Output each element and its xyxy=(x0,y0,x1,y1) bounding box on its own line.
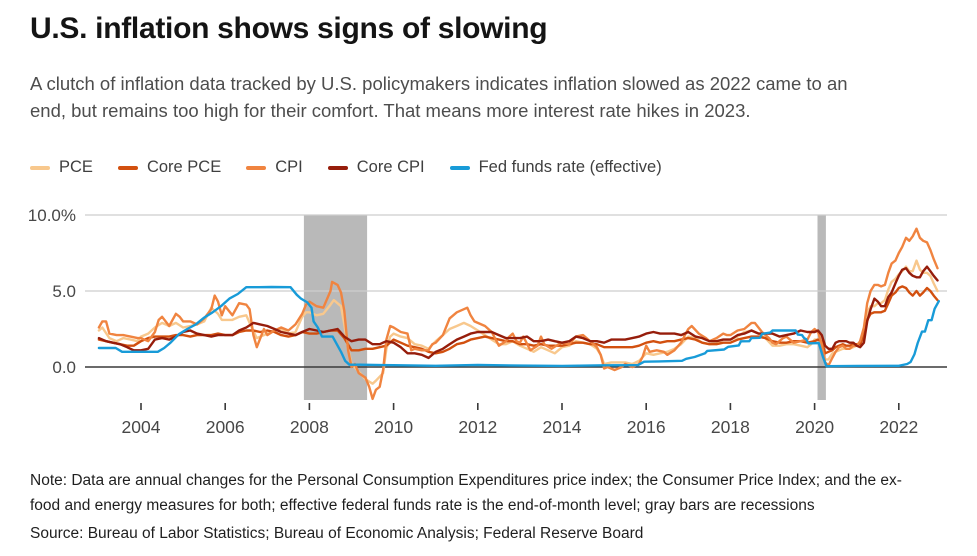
legend-label-core-cpi: Core CPI xyxy=(356,158,425,176)
legend-swatch-fed-funds xyxy=(449,165,470,170)
page-title: U.S. inflation shows signs of slowing xyxy=(30,12,548,45)
legend-label-fed-funds: Fed funds rate (effective) xyxy=(478,158,662,176)
subtitle-line-2: end, but remains too high for their comf… xyxy=(30,100,751,121)
legend-swatch-core-pce xyxy=(117,165,138,170)
legend-item-core-pce: Core PCE xyxy=(117,158,222,177)
x-axis-tick-label: 2004 xyxy=(122,417,161,437)
recession-band xyxy=(817,215,826,400)
legend-swatch-cpi xyxy=(246,165,267,170)
y-axis-tick-label: 5.0 xyxy=(52,282,76,301)
legend-item-cpi: CPI xyxy=(246,158,303,177)
chart-footnote: Note: Data are annual changes for the Pe… xyxy=(30,468,961,546)
y-axis-tick-label: 0.0 xyxy=(52,358,76,377)
x-axis-tick-label: 2022 xyxy=(879,417,918,437)
legend-item-fed-funds: Fed funds rate (effective) xyxy=(449,158,662,177)
series-line-fed-funds xyxy=(97,285,940,368)
legend-label-cpi: CPI xyxy=(275,158,303,176)
series-line-cpi xyxy=(97,227,939,401)
legend-item-pce: PCE xyxy=(30,158,93,177)
legend-item-core-cpi: Core CPI xyxy=(327,158,425,177)
chart-legend: PCE Core PCE CPI Core CPI Fed funds rate (ef… xyxy=(30,158,662,177)
subtitle: A clutch of inflation data tracked by U.… xyxy=(30,70,848,124)
subtitle-line-1: A clutch of inflation data tracked by U.… xyxy=(30,73,848,94)
x-axis-tick-label: 2020 xyxy=(795,417,834,437)
x-axis-tick-label: 2008 xyxy=(290,417,329,437)
x-axis-tick-label: 2012 xyxy=(458,417,497,437)
x-axis-tick-label: 2014 xyxy=(543,417,582,437)
y-axis-tick-label: 10.0% xyxy=(28,206,76,225)
note-line-1: Note: Data are annual changes for the Pe… xyxy=(30,472,902,489)
legend-label-core-pce: Core PCE xyxy=(146,158,222,176)
x-axis-tick-label: 2018 xyxy=(711,417,750,437)
inflation-chart: 10.0% 5.0 0.0 2004 2006 2008 2010 2012 2014 2016 2… xyxy=(28,206,947,437)
x-axis-tick-label: 2016 xyxy=(627,417,666,437)
note-line-2: food and energy measures for both; effec… xyxy=(30,497,815,514)
note-text: Note: Data are annual changes for the Pe… xyxy=(30,468,961,518)
legend-swatch-pce xyxy=(30,165,50,170)
source-text: Source: Bureau of Labor Statistics; Bure… xyxy=(30,525,644,542)
series-line-core-cpi xyxy=(97,265,939,360)
legend-label-pce: PCE xyxy=(59,158,93,176)
legend-swatch-core-cpi xyxy=(327,165,348,170)
x-axis-tick-label: 2006 xyxy=(206,417,245,437)
x-axis-tick-label: 2010 xyxy=(374,417,413,437)
